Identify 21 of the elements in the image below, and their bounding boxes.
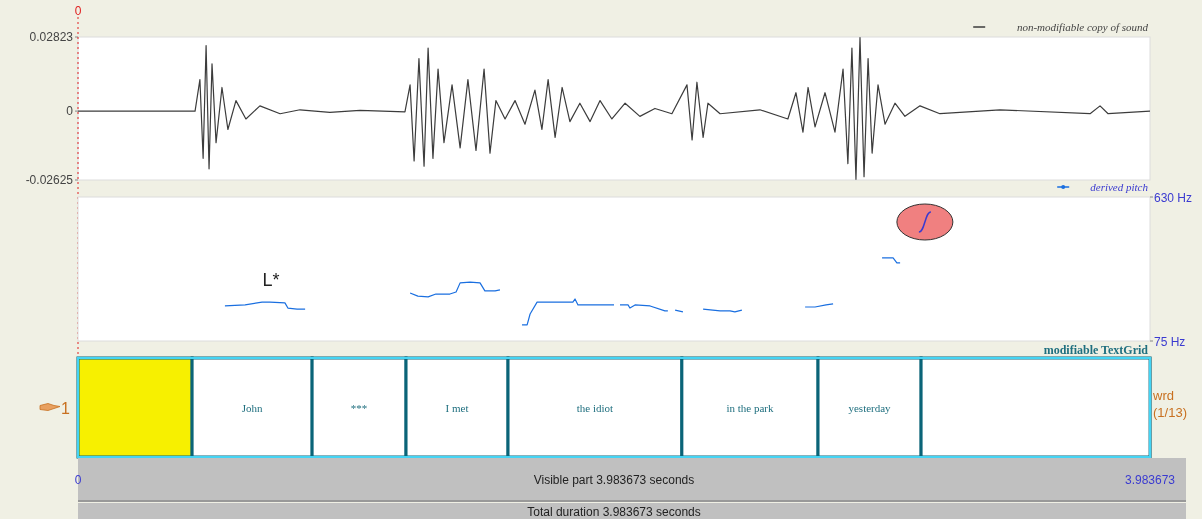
series-label: I met [445, 401, 469, 414]
x-axis-title: Visible part 3.983673 seconds [533, 473, 695, 487]
annotation: L* [262, 270, 280, 291]
series-label: *** [350, 401, 368, 414]
y2-axis-title: wrd (1/13) [1152, 387, 1187, 420]
y-tick-label: 0 [66, 104, 74, 119]
chart-title: modifiable TextGrid [1043, 343, 1149, 357]
y-tick-label: 630 Hz [1154, 191, 1193, 205]
series-label: the idiot [576, 401, 614, 414]
y-tick-label: -0.02625 [25, 173, 74, 187]
y-tick-label: 0.02823 [29, 30, 74, 44]
y-tick-label: 75 Hz [1154, 335, 1186, 349]
x-tick-label: 3.983673 [1124, 473, 1176, 487]
series-label: yesterday [848, 401, 892, 414]
text: Total duration 3.983673 seconds [527, 505, 701, 519]
series-label: John [241, 401, 263, 414]
text: non-modifiable copy of sound [1016, 21, 1149, 33]
series-label: in the park [726, 401, 774, 414]
y-tick-label: 1 [61, 399, 71, 417]
legend-label: derived pitch [1090, 181, 1149, 193]
line-series [77, 37, 1151, 180]
